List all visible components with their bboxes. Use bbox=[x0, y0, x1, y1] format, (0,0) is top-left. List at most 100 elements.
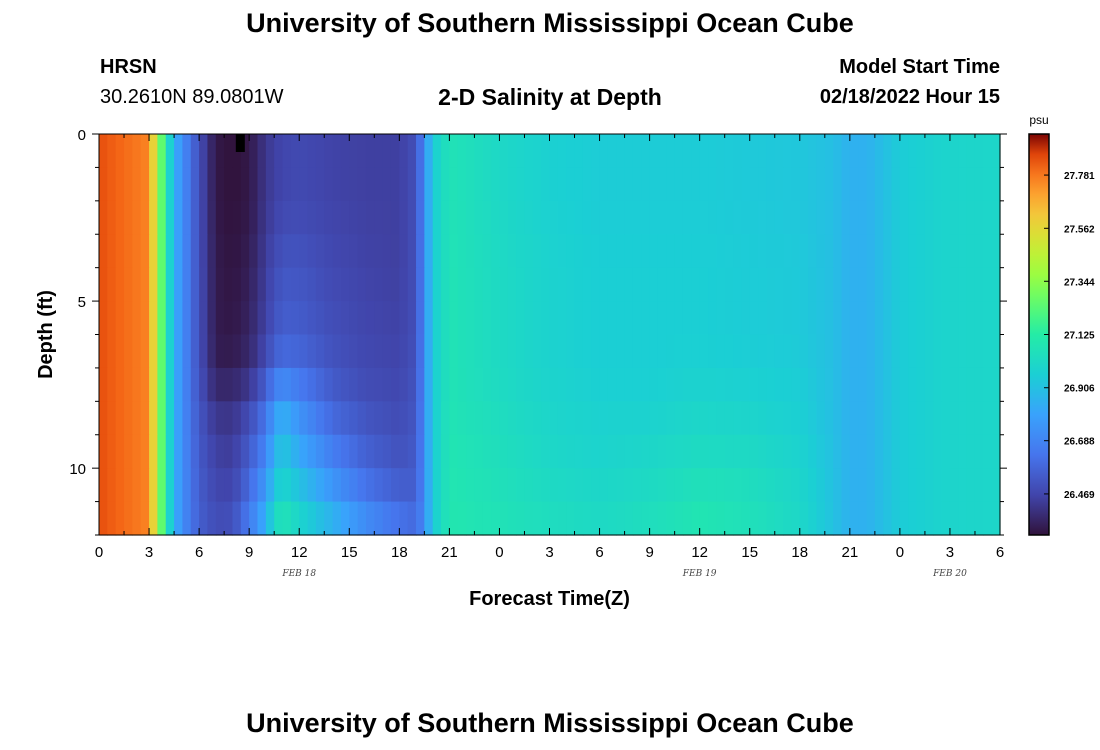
heatmap-cell bbox=[357, 301, 367, 336]
heatmap-cell bbox=[983, 401, 993, 436]
heatmap-cell bbox=[916, 468, 926, 503]
heatmap-cell bbox=[816, 401, 826, 436]
heatmap-cell bbox=[557, 401, 567, 436]
heatmap-cell bbox=[824, 501, 834, 536]
heatmap-cell bbox=[374, 501, 384, 536]
heatmap-cell bbox=[507, 334, 517, 369]
heatmap-cell bbox=[140, 468, 150, 503]
heatmap-cell bbox=[507, 134, 517, 169]
heatmap-cell bbox=[357, 134, 367, 169]
heatmap-cell bbox=[724, 434, 734, 469]
heatmap-cell bbox=[616, 167, 626, 202]
heatmap-cell bbox=[624, 134, 634, 169]
heatmap-cell bbox=[582, 334, 592, 369]
heatmap-cell bbox=[974, 134, 984, 169]
heatmap-cell bbox=[624, 434, 634, 469]
heatmap-cell bbox=[716, 200, 726, 235]
heatmap-cell bbox=[699, 367, 709, 402]
heatmap-cell bbox=[524, 267, 534, 302]
heatmap-cell bbox=[491, 501, 501, 536]
heatmap-cell bbox=[207, 301, 217, 336]
heatmap-cell bbox=[924, 401, 934, 436]
heatmap-cell bbox=[390, 434, 400, 469]
heatmap-cell bbox=[182, 434, 192, 469]
heatmap-cell bbox=[516, 401, 526, 436]
heatmap-cell bbox=[265, 367, 275, 402]
heatmap-cell bbox=[340, 200, 350, 235]
heatmap-cell bbox=[215, 468, 225, 503]
heatmap-cell bbox=[157, 401, 167, 436]
heatmap-cell bbox=[749, 200, 759, 235]
heatmap-cell bbox=[315, 301, 325, 336]
heatmap-cell bbox=[741, 267, 751, 302]
heatmap-cell bbox=[899, 134, 909, 169]
heatmap-cell bbox=[591, 301, 601, 336]
heatmap-cell bbox=[858, 334, 868, 369]
heatmap-cell bbox=[841, 267, 851, 302]
heatmap-cell bbox=[466, 501, 476, 536]
heatmap-cell bbox=[466, 367, 476, 402]
colorbar-tick-label: 26.688 bbox=[1064, 437, 1095, 448]
heatmap-cell bbox=[591, 234, 601, 269]
heatmap-cell bbox=[649, 267, 659, 302]
heatmap-cell bbox=[974, 367, 984, 402]
heatmap-cell bbox=[774, 200, 784, 235]
heatmap-cell bbox=[766, 401, 776, 436]
heatmap-cell bbox=[574, 468, 584, 503]
heatmap-cell bbox=[582, 134, 592, 169]
heatmap-cell bbox=[566, 434, 576, 469]
heatmap-cell bbox=[532, 267, 542, 302]
heatmap-cell bbox=[774, 367, 784, 402]
heatmap-cell bbox=[883, 501, 893, 536]
heatmap-cell bbox=[207, 367, 217, 402]
heatmap-cell bbox=[549, 234, 559, 269]
heatmap-cell bbox=[749, 468, 759, 503]
heatmap-cell bbox=[958, 234, 968, 269]
heatmap-cell bbox=[115, 334, 125, 369]
heatmap-cell bbox=[149, 334, 158, 369]
heatmap-cell bbox=[641, 234, 651, 269]
heatmap-cell bbox=[390, 301, 400, 336]
heatmap-cell bbox=[432, 234, 442, 269]
heatmap-cell bbox=[841, 200, 851, 235]
heatmap-cell bbox=[307, 434, 317, 469]
heatmap-cell bbox=[390, 267, 400, 302]
heatmap-cell bbox=[382, 267, 392, 302]
heatmap-cell bbox=[532, 434, 542, 469]
heatmap-cell bbox=[974, 501, 984, 536]
heatmap-cell bbox=[190, 434, 200, 469]
heatmap-cell bbox=[916, 367, 926, 402]
heatmap-cell bbox=[908, 167, 918, 202]
heatmap-cell bbox=[499, 434, 509, 469]
heatmap-cell bbox=[582, 267, 592, 302]
heatmap-cell bbox=[674, 468, 684, 503]
heatmap-cell bbox=[833, 468, 843, 503]
heatmap-cell bbox=[240, 434, 250, 469]
heatmap-cell bbox=[883, 267, 893, 302]
heatmap-cell bbox=[290, 234, 300, 269]
heatmap-cell bbox=[274, 434, 284, 469]
heatmap-cell bbox=[249, 367, 259, 402]
heatmap-cell bbox=[641, 401, 651, 436]
heatmap-cell bbox=[808, 334, 818, 369]
heatmap-cell bbox=[891, 234, 901, 269]
heatmap-cell bbox=[991, 401, 1001, 436]
heatmap-cell bbox=[174, 134, 184, 169]
heatmap-cell bbox=[708, 234, 717, 269]
heatmap-cell bbox=[541, 401, 551, 436]
heatmap-cell bbox=[574, 334, 584, 369]
heatmap-cell bbox=[257, 200, 267, 235]
heatmap-cell bbox=[374, 134, 384, 169]
heatmap-cell bbox=[816, 301, 826, 336]
heatmap-cell bbox=[858, 167, 868, 202]
heatmap-cell bbox=[382, 367, 392, 402]
heatmap-cell bbox=[799, 200, 809, 235]
heatmap-cell bbox=[549, 334, 559, 369]
heatmap-cell bbox=[607, 401, 617, 436]
heatmap-cell bbox=[891, 301, 901, 336]
heatmap-cell bbox=[307, 468, 317, 503]
heatmap-cell bbox=[507, 401, 517, 436]
heatmap-cell bbox=[207, 267, 217, 302]
heatmap-cell bbox=[274, 134, 284, 169]
heatmap-cell bbox=[607, 434, 617, 469]
